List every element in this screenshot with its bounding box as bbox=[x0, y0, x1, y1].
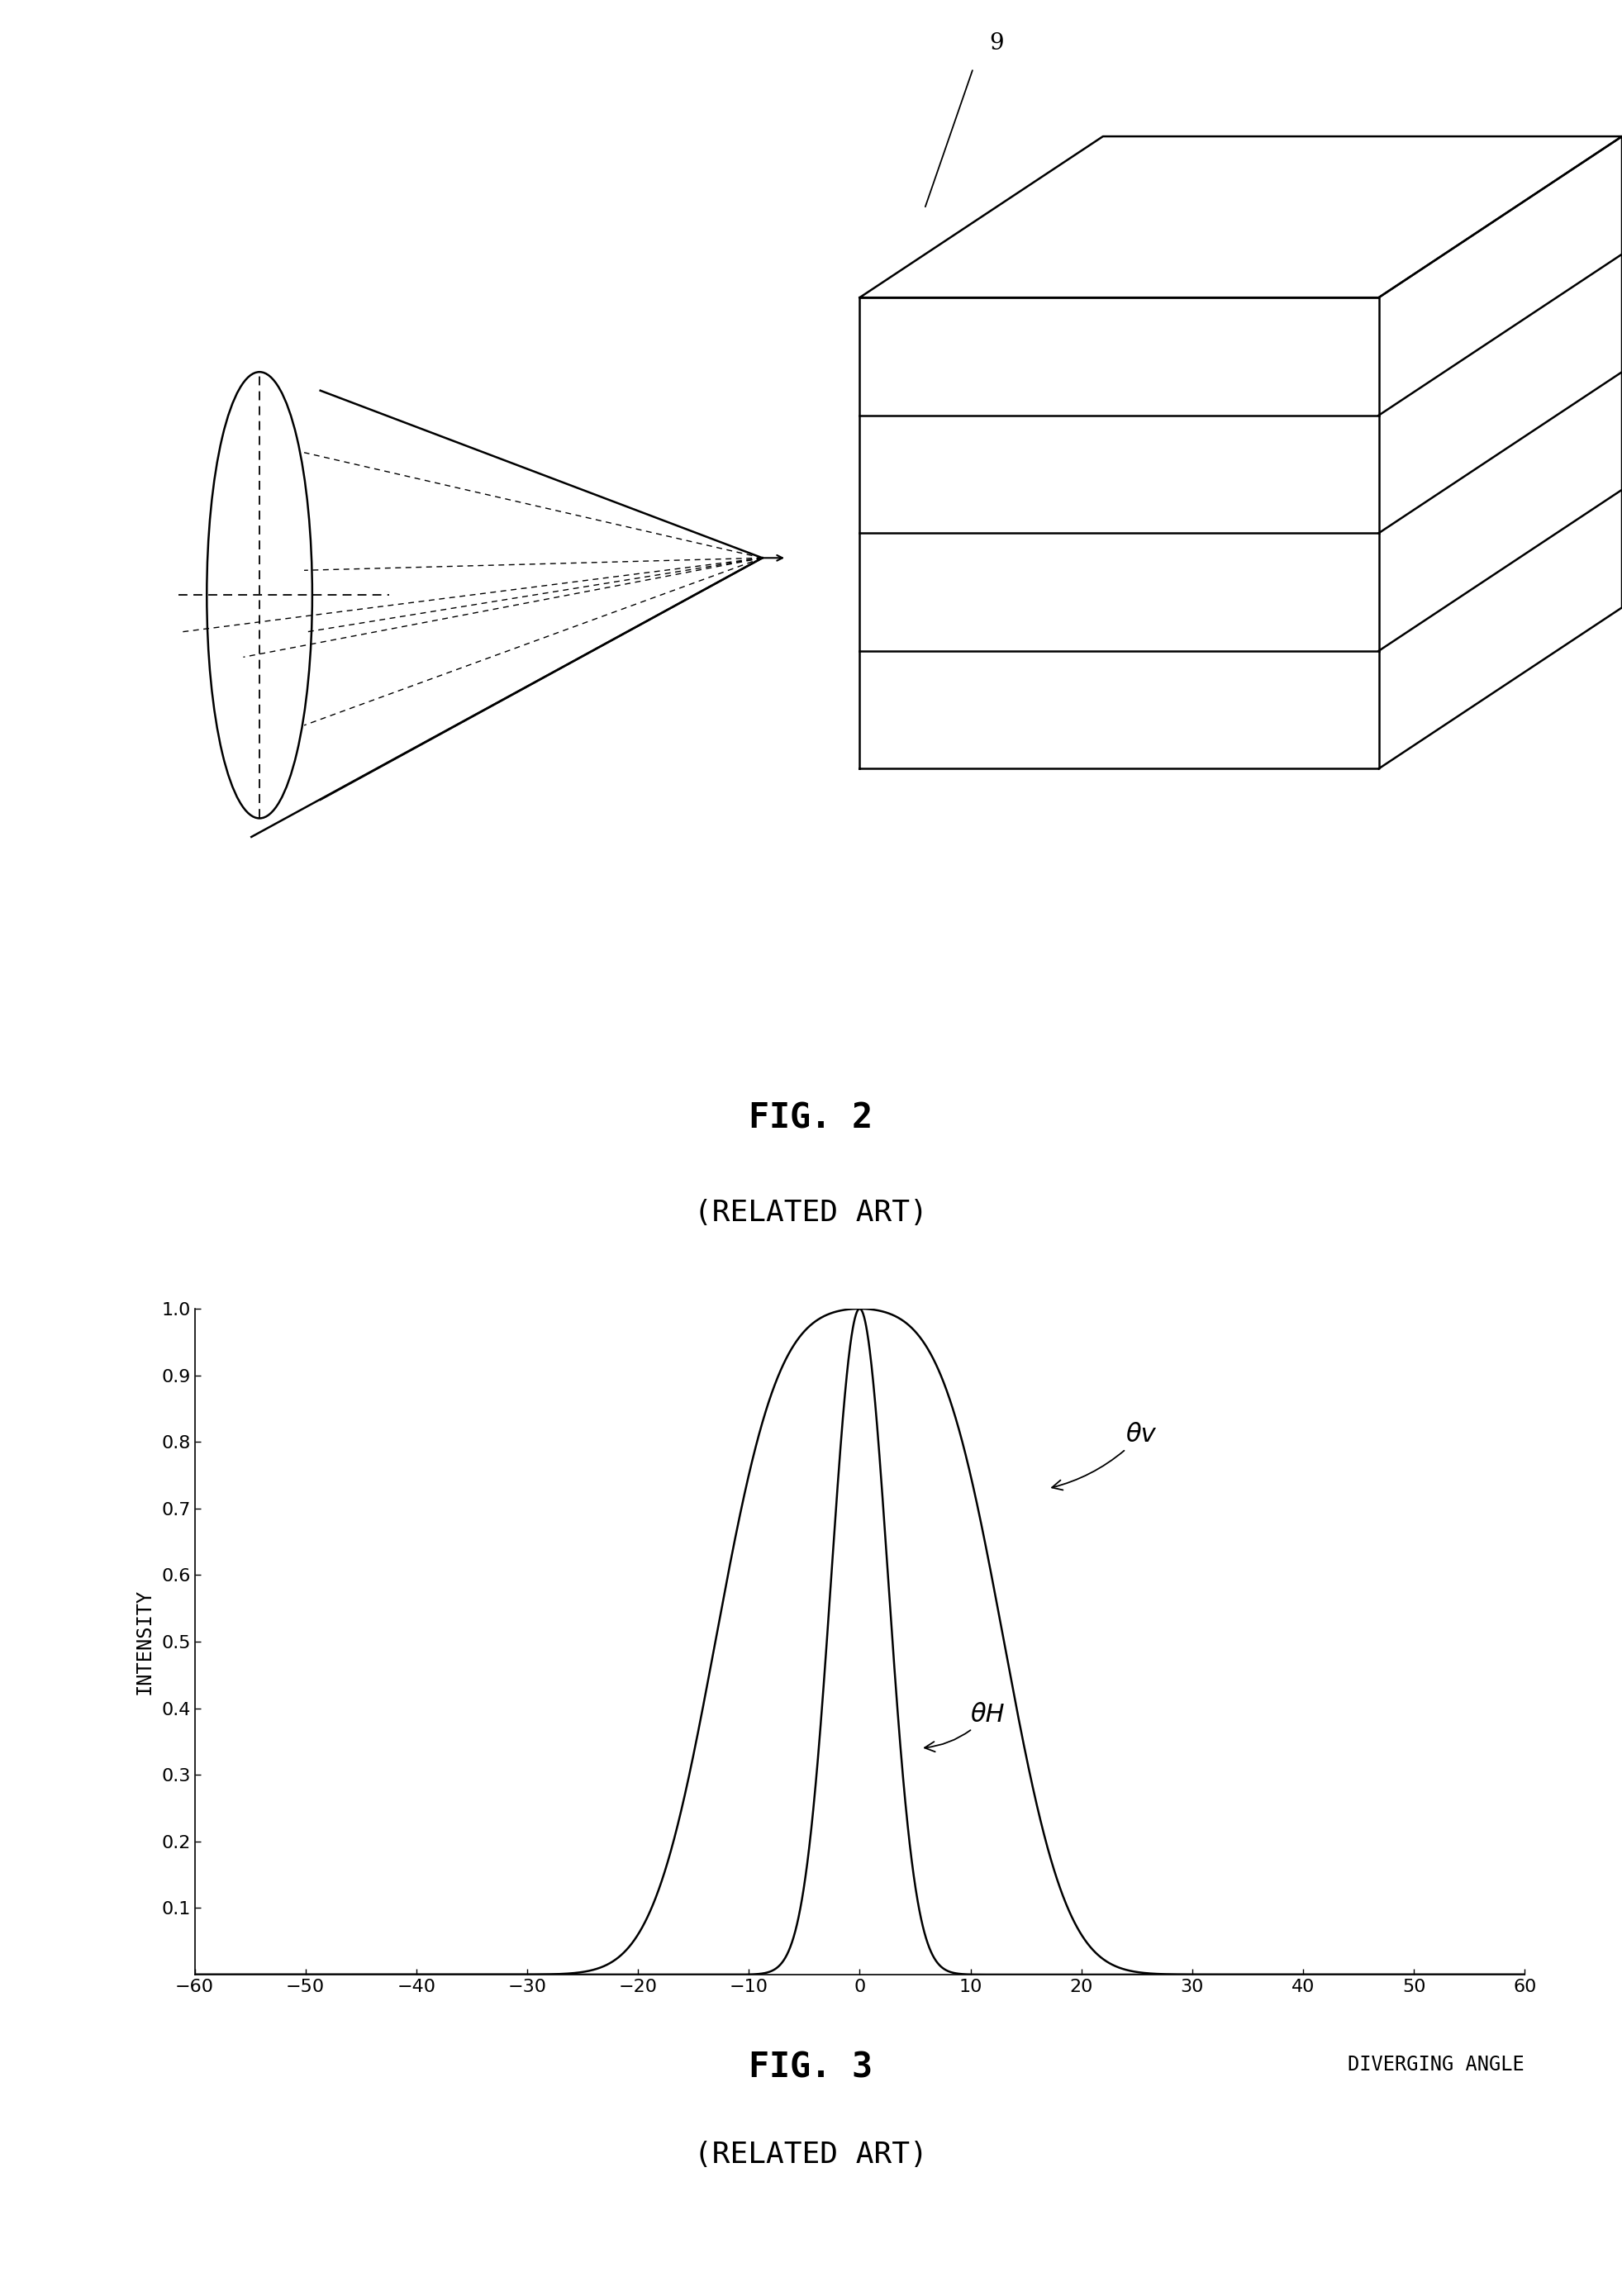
Text: FIG. 2: FIG. 2 bbox=[749, 1102, 873, 1137]
Text: (RELATED ART): (RELATED ART) bbox=[694, 2140, 928, 2170]
Text: DIVERGING ANGLE: DIVERGING ANGLE bbox=[1348, 2055, 1525, 2073]
Text: θv: θv bbox=[1053, 1424, 1156, 1490]
Y-axis label: INTENSITY: INTENSITY bbox=[135, 1589, 154, 1694]
Text: FIG. 3: FIG. 3 bbox=[749, 2050, 873, 2085]
Text: (RELATED ART): (RELATED ART) bbox=[694, 1199, 928, 1226]
Text: θH: θH bbox=[925, 1704, 1004, 1752]
Text: 9: 9 bbox=[989, 32, 1004, 55]
